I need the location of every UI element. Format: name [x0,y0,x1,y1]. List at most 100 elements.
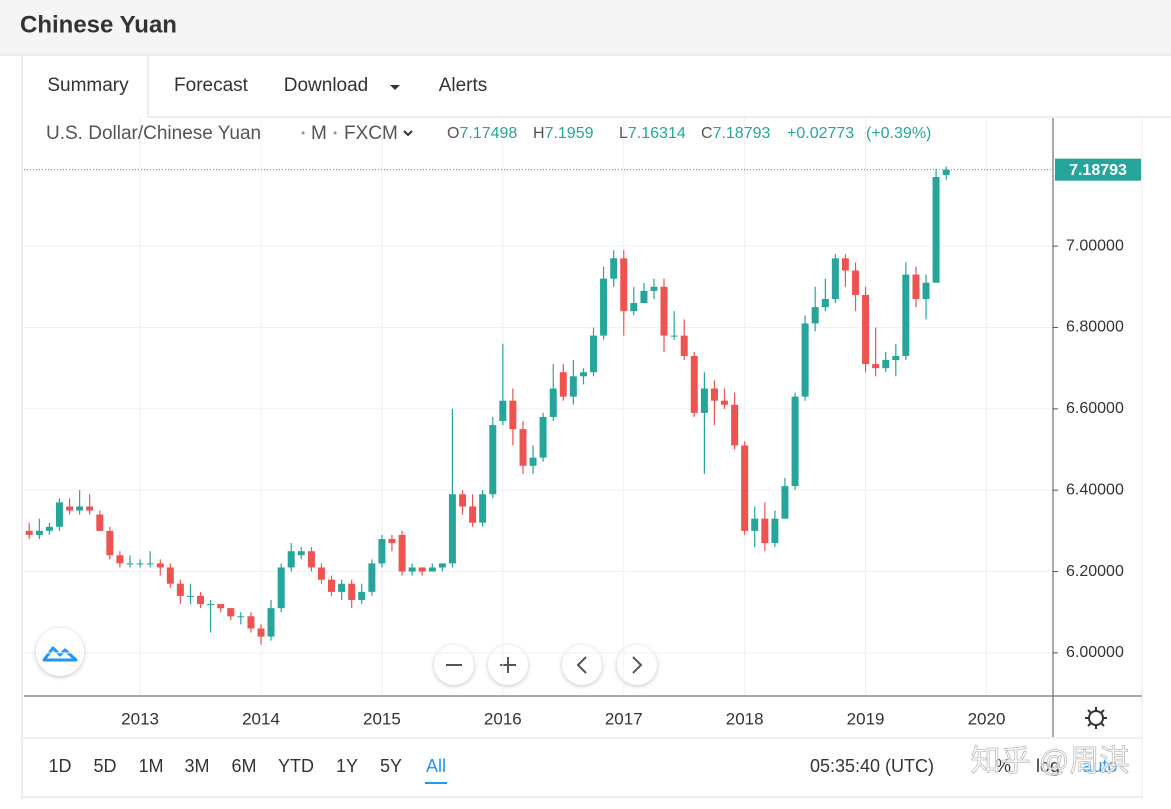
range-button[interactable]: 5Y [380,756,402,776]
tab[interactable]: Forecast [174,75,249,96]
candle-body [660,286,668,336]
zoom-out-button[interactable] [434,645,474,685]
scroll-right-button[interactable] [617,645,657,685]
tab[interactable]: Download [284,75,369,96]
dropdown-caret[interactable] [390,85,400,90]
candle-body [317,567,325,580]
candle-body [469,506,477,523]
candle-body [327,579,335,592]
candle-body [811,307,819,324]
ohlc-value: 7.16314 [628,125,686,142]
candle-body [942,169,950,175]
symbol-name[interactable]: U.S. Dollar/Chinese Yuan [46,123,261,144]
candle-body [287,551,295,568]
ohlc-value: 7.18793 [713,125,771,142]
candle-body [529,457,537,466]
range-button[interactable]: 1M [138,756,163,776]
x-tick-label: 2017 [605,709,643,728]
ohlc-label: L [619,125,628,142]
candle-body [761,518,769,544]
scale-option[interactable]: % [995,756,1011,776]
candle-body [358,591,366,601]
candle-body [277,567,285,609]
range-button[interactable]: All [426,756,446,776]
candle-body [841,258,849,271]
candle-body [146,563,154,565]
candle-body [600,278,608,336]
candle-body [559,372,567,397]
candle-body [257,628,265,637]
x-tick-label: 2016 [484,709,522,728]
candle-body [690,355,698,413]
candle-body [76,506,84,511]
candle-body [710,388,718,401]
candle-body [66,506,74,511]
candle-body [459,494,467,507]
candle-body [247,616,255,629]
range-button[interactable]: YTD [278,756,314,776]
candle-body [297,551,305,556]
last-price-label: 7.18793 [1069,162,1127,179]
symbol-caret[interactable] [403,130,413,137]
candle-body [862,294,870,365]
candle-body [227,608,235,617]
candle-body [670,335,678,337]
candle-body [428,567,436,572]
y-tick-label: 6.80000 [1066,319,1124,336]
candle-body [902,274,910,356]
range-button[interactable]: 3M [184,756,209,776]
clock: 05:35:40 (UTC) [810,756,934,776]
candle-body [731,404,739,446]
candle-body [166,567,174,584]
scroll-left-button[interactable] [562,645,602,685]
candle-body [700,388,708,413]
candle-body [378,538,386,564]
candle-body [237,616,245,618]
candle-body [499,400,507,422]
y-tick-label: 6.60000 [1066,400,1124,417]
x-tick-label: 2015 [363,709,401,728]
candle-body [801,323,809,397]
candle-body [932,176,940,283]
range-button[interactable]: 1D [48,756,71,776]
candle-body [771,518,779,544]
scale-option[interactable]: log [1036,756,1060,776]
candle-body [156,563,164,568]
candle-body [831,258,839,300]
ohlc-item: L7.16314 [619,125,686,142]
ohlc-label: C [701,125,713,142]
ohlc-label: H [533,125,545,142]
y-tick-label: 6.40000 [1066,481,1124,498]
candle-body [438,563,446,568]
logo-button[interactable] [36,628,84,676]
range-button[interactable]: 6M [231,756,256,776]
candle-body [872,364,880,369]
candle-body [86,506,94,511]
candle-body [136,563,144,565]
candle-body [126,563,134,565]
candle-body [519,429,527,466]
candle-body [408,567,416,572]
candle-body [479,494,487,523]
ohlc-item: H7.1959 [533,125,594,142]
scale-option[interactable]: auto [1082,756,1117,776]
candle-body [187,595,195,597]
tab[interactable]: Alerts [439,75,488,96]
candle-body [539,416,547,458]
candle-body [680,335,688,356]
candle-body [418,567,426,572]
settings-icon[interactable] [1085,707,1107,729]
tab[interactable]: Summary [47,75,129,96]
range-button[interactable]: 5D [93,756,116,776]
range-button[interactable]: 1Y [336,756,358,776]
candle-body [781,486,789,519]
page-title: Chinese Yuan [20,11,177,38]
source: FXCM [344,123,398,144]
zoom-in-button[interactable] [488,645,528,685]
separator: • [333,126,337,140]
candle-body [267,608,275,637]
candle-body [338,583,346,592]
candle-body [35,530,43,535]
candle-body [368,563,376,592]
